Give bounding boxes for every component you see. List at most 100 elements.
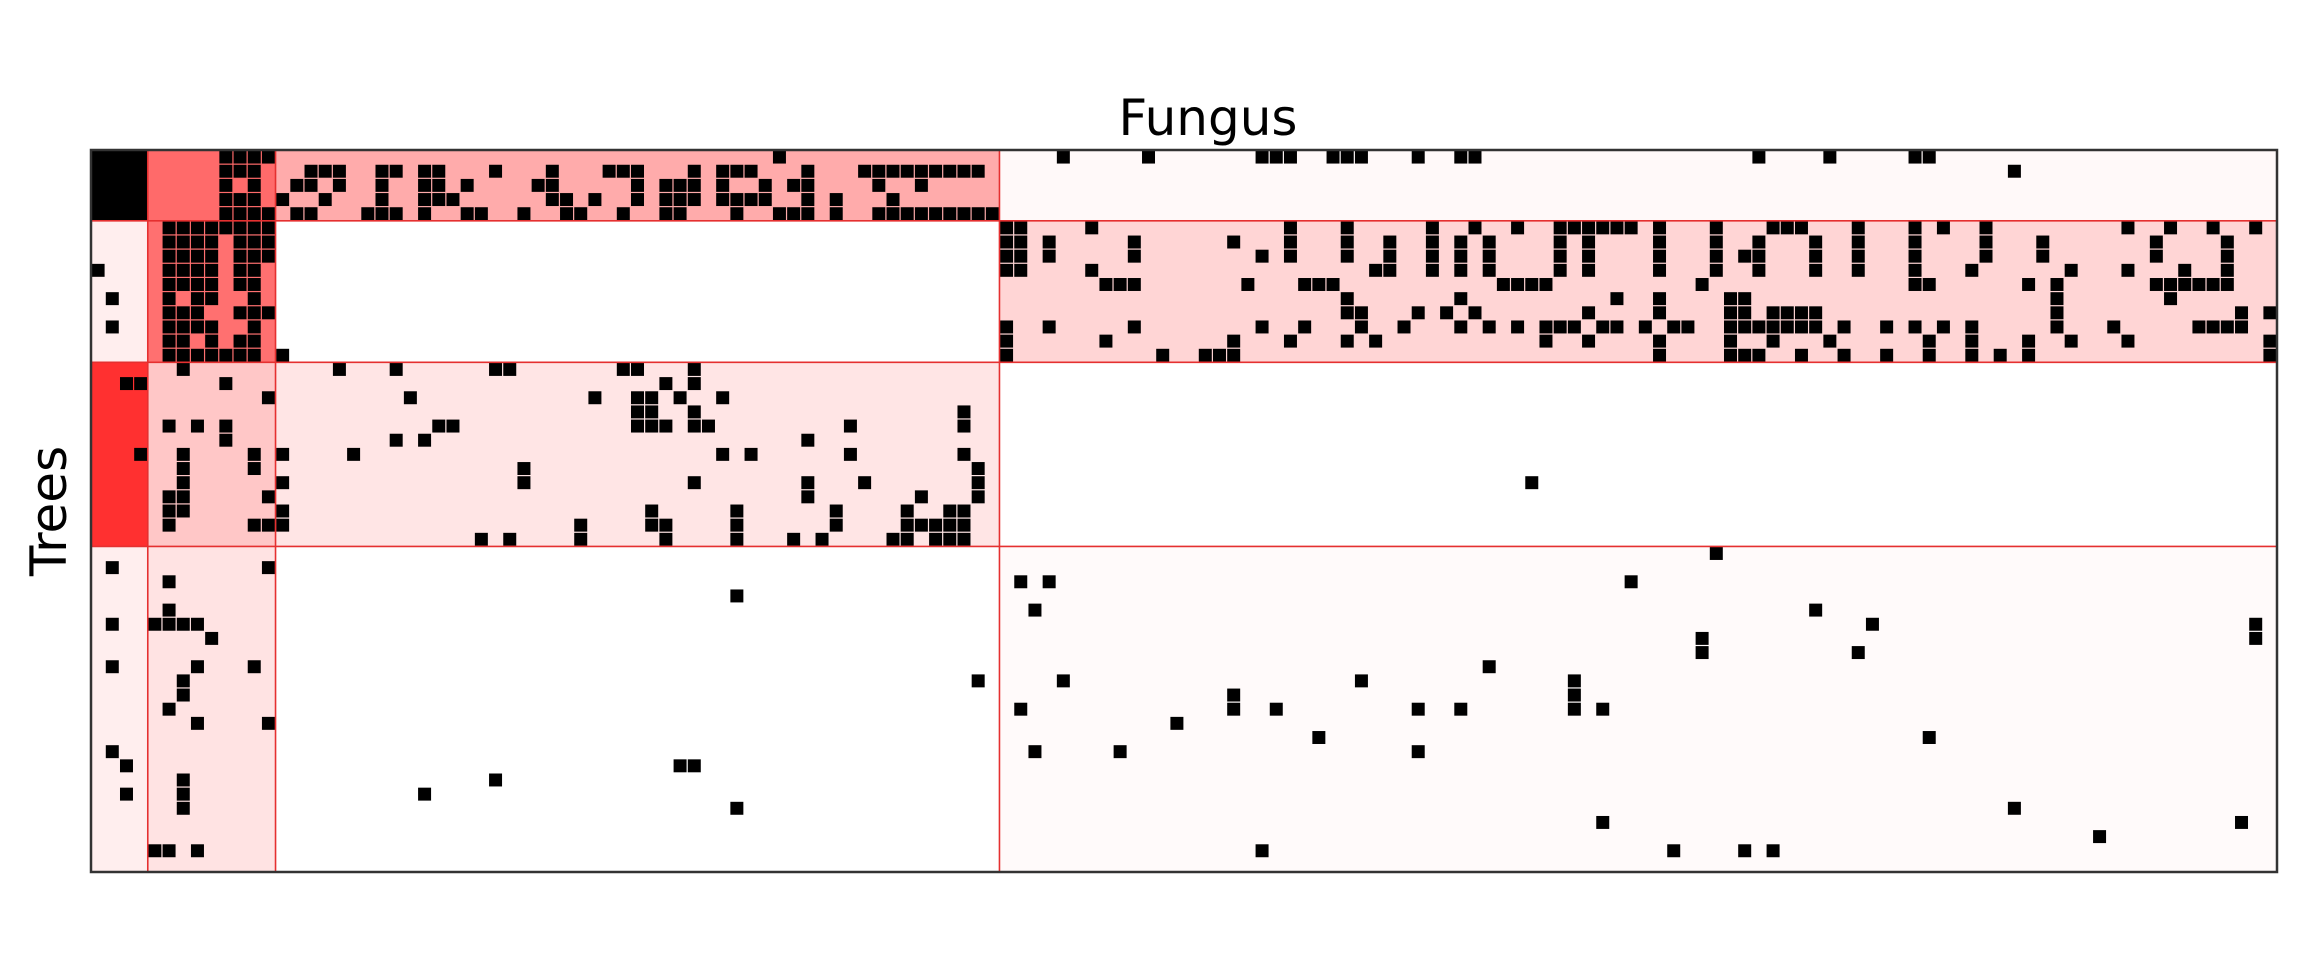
cell-r8-c139 (2064, 263, 2078, 277)
cell-r25-c57 (900, 504, 914, 518)
cell-r3-c33 (560, 193, 574, 207)
cell-r14-c116 (1738, 348, 1752, 362)
cell-r13-c5 (162, 334, 176, 348)
block-1-2 (275, 220, 1000, 363)
cell-r15-c29 (503, 362, 517, 376)
cell-r5-c64 (1000, 221, 1014, 235)
cell-r21-c13 (276, 447, 290, 461)
cell-r19-c5 (162, 419, 176, 433)
cell-r37-c89 (1354, 674, 1368, 688)
cell-r13-c132 (1965, 334, 1979, 348)
cell-r5-c10 (233, 221, 247, 235)
cell-r11-c12 (261, 306, 275, 320)
cell-r6-c6 (176, 235, 190, 249)
cell-r12-c107 (1610, 320, 1624, 334)
cell-r0-c84 (1283, 150, 1297, 164)
cell-r12-c11 (247, 320, 261, 334)
cell-r0-c87 (1326, 150, 1340, 164)
cell-r33-c125 (1865, 617, 1879, 631)
cell-r9-c5 (162, 278, 176, 291)
cell-r17-c12 (261, 391, 275, 405)
cell-r18-c61 (957, 405, 971, 419)
cell-r26-c58 (914, 518, 928, 532)
cell-r7-c65 (1014, 249, 1028, 263)
cell-r46-c45 (730, 801, 744, 815)
cell-r40-c12 (261, 716, 275, 730)
cell-r0-c74 (1142, 150, 1156, 164)
cell-r44-c28 (489, 773, 503, 787)
cell-r24-c62 (971, 490, 985, 504)
cell-r23-c13 (276, 476, 290, 490)
cell-r11-c97 (1468, 306, 1482, 320)
cell-r0-c11 (247, 150, 261, 164)
cell-r12-c7 (190, 320, 204, 334)
cell-r7-c88 (1340, 249, 1354, 263)
cell-r9-c99 (1496, 278, 1510, 291)
cell-r2-c32 (545, 178, 559, 192)
cell-r21-c46 (744, 447, 758, 461)
cell-r29-c1 (105, 561, 119, 575)
cell-r13-c84 (1283, 334, 1297, 348)
cell-r43-c42 (687, 759, 701, 773)
cell-r21-c6 (176, 447, 190, 461)
cell-r17-c44 (716, 391, 730, 405)
cell-r3-c32 (545, 193, 559, 207)
cell-r0-c128 (1908, 150, 1922, 164)
cell-r3-c41 (673, 193, 687, 207)
cell-r5-c149 (2206, 221, 2220, 235)
cell-r26-c13 (276, 518, 290, 532)
cell-r13-c6 (176, 334, 190, 348)
cell-r0-c82 (1255, 150, 1269, 164)
cell-r27-c45 (730, 532, 744, 546)
cell-r19-c61 (957, 419, 971, 433)
cell-r9-c113 (1695, 278, 1709, 291)
cell-r27-c57 (900, 532, 914, 546)
cell-r5-c88 (1340, 221, 1354, 235)
cell-r3-c35 (588, 193, 602, 207)
cell-r9-c87 (1326, 278, 1340, 291)
cell-r14-c13 (276, 348, 290, 362)
cell-r40-c7 (190, 716, 204, 730)
cell-r13-c88 (1340, 334, 1354, 348)
block-3-0 (91, 546, 148, 872)
cell-r5-c133 (1979, 221, 1993, 235)
cell-r13-c143 (2121, 334, 2135, 348)
cell-r7-c110 (1653, 249, 1667, 263)
cell-r15-c37 (616, 362, 630, 376)
cell-r0-c89 (1354, 150, 1368, 164)
cell-r13-c102 (1539, 334, 1553, 348)
cell-r5-c114 (1709, 221, 1723, 235)
cell-r8-c94 (1425, 263, 1439, 277)
cell-r22-c30 (517, 462, 531, 476)
cell-r27-c59 (929, 532, 943, 546)
cell-r2-c55 (872, 178, 886, 192)
cell-r14-c5 (162, 348, 176, 362)
cell-r14-c7 (190, 348, 204, 362)
cell-r5-c5 (162, 221, 176, 235)
cell-r1-c36 (602, 164, 616, 178)
cell-r37-c68 (1056, 674, 1070, 688)
cell-r2-c17 (332, 178, 346, 192)
cell-r8-c10 (233, 263, 247, 277)
cell-r49-c118 (1766, 844, 1780, 858)
cell-r40-c76 (1170, 716, 1184, 730)
cell-r10-c110 (1653, 292, 1667, 306)
cell-r30-c5 (162, 575, 176, 589)
cell-r12-c115 (1724, 320, 1737, 334)
cell-r13-c71 (1099, 334, 1113, 348)
cell-r2-c47 (758, 178, 772, 192)
cell-r33-c152 (2249, 617, 2263, 631)
cell-r17-c39 (645, 391, 659, 405)
cell-r11-c10 (233, 306, 247, 320)
cell-r23-c50 (801, 476, 815, 490)
cell-r37-c62 (971, 674, 985, 688)
cell-r5-c128 (1908, 221, 1922, 235)
cell-r6-c10 (233, 235, 247, 249)
cell-r1-c60 (943, 164, 957, 178)
cell-r14-c6 (176, 348, 190, 362)
cell-r12-c121 (1809, 320, 1823, 334)
cell-r8-c96 (1454, 263, 1468, 277)
cell-r21-c44 (716, 447, 730, 461)
cell-r5-c65 (1014, 221, 1028, 235)
cell-r11-c105 (1582, 306, 1596, 320)
